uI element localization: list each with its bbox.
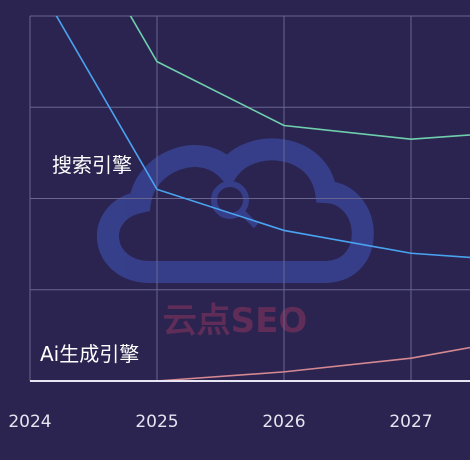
series-line-1 [129, 16, 470, 140]
watermark-text: 云点SEO [163, 301, 308, 341]
x-tick-label: 2024 [8, 412, 51, 432]
series-annotation: 搜索引擎 [52, 153, 132, 177]
watermark-logo: 云点SEO [96, 138, 374, 341]
series-annotation: Ai生成引擎 [40, 342, 139, 366]
x-tick-label: 2025 [135, 412, 178, 432]
series-annotations: 搜索引擎 Ai生成引擎 [40, 153, 139, 366]
x-tick-label: 2026 [262, 412, 305, 432]
x-tick-labels: 2024 2025 2026 2027 [8, 412, 432, 432]
x-tick-label: 2027 [389, 412, 432, 432]
series-line-2 [55, 16, 470, 259]
